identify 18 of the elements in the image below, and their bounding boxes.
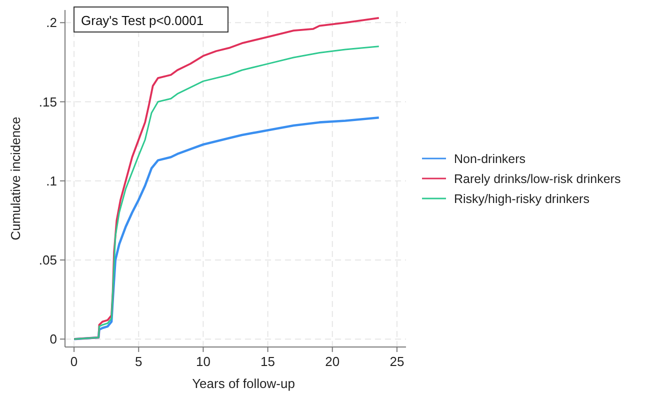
x-tick-label: 20: [325, 354, 340, 369]
y-tick-label: 0: [50, 332, 57, 347]
x-tick-label: 10: [196, 354, 210, 369]
legend-label: Non-drinkers: [454, 152, 526, 166]
annotation: Gray's Test p<0.0001: [81, 13, 204, 28]
y-tick-label: .05: [38, 252, 57, 268]
x-axis-title: Years of follow-up: [192, 376, 295, 391]
x-tick-label: 5: [135, 354, 142, 369]
y-tick-label: .2: [46, 15, 57, 30]
x-tick-label: 0: [70, 354, 78, 369]
y-axis-title: Cumulative incidence: [8, 116, 23, 240]
legend-label: Risky/high-risky drinkers: [454, 192, 590, 206]
x-tick-label: 15: [260, 354, 276, 369]
y-tick-label: .15: [38, 94, 57, 110]
y-tick-label: .1: [46, 173, 57, 188]
note-box: Gray's Test p<0.0001: [74, 6, 228, 32]
legend-label: Rarely drinks/low-risk drinkers: [454, 172, 621, 186]
x-tick-label: 25: [390, 354, 404, 369]
